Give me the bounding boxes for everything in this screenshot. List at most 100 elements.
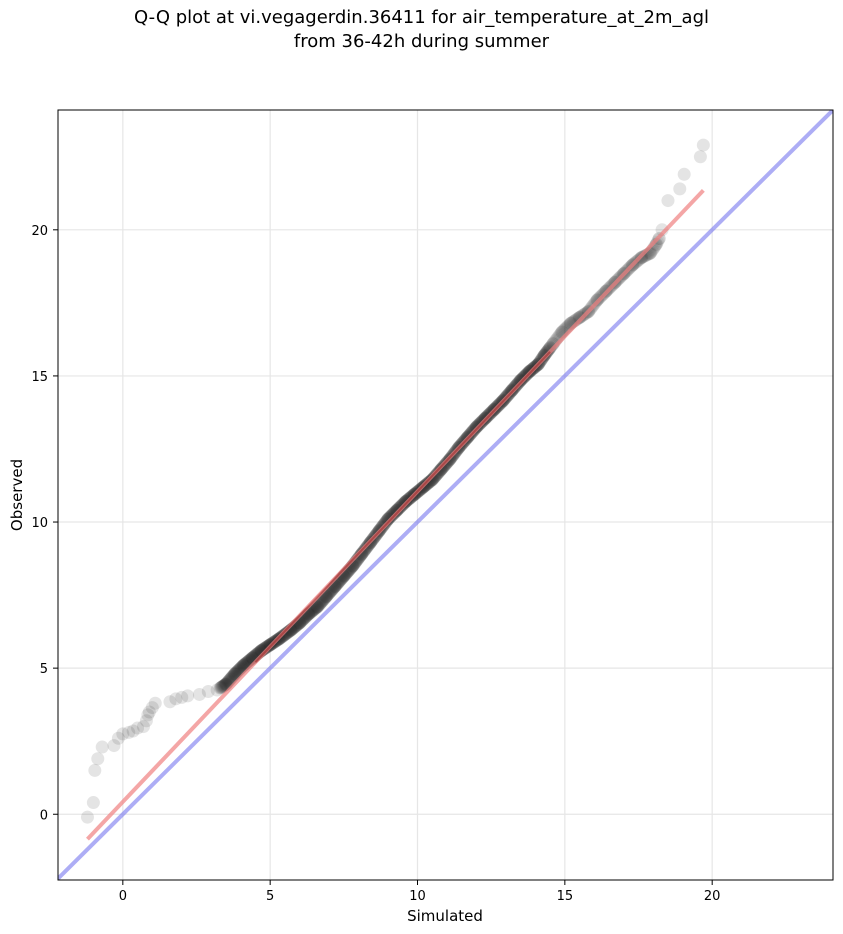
qq-point (426, 472, 440, 486)
qq-point (430, 467, 444, 481)
qq-point (258, 641, 272, 655)
qq-point (136, 720, 150, 734)
qq-point (217, 678, 231, 692)
qq-point (427, 470, 441, 484)
qq-point (540, 344, 554, 358)
qq-point (201, 685, 215, 699)
qq-point (215, 680, 229, 694)
qq-point (260, 640, 274, 654)
x-tick-label: 5 (266, 889, 274, 904)
qq-point (428, 469, 442, 483)
qq-point (310, 600, 324, 614)
chart-subtitle: from 36-42h during summer (293, 31, 550, 52)
qq-point (233, 662, 247, 676)
qq-point (356, 546, 370, 560)
qq-point (107, 739, 121, 753)
qq-point (431, 466, 445, 480)
qq-point (572, 311, 586, 325)
qq-point (311, 599, 325, 613)
qq-point (214, 681, 228, 695)
qq-point (696, 138, 710, 152)
qq-point (650, 235, 664, 249)
qq-point (573, 310, 587, 324)
qq-point (381, 513, 395, 527)
qq-point (540, 345, 554, 359)
qq-point (312, 598, 326, 612)
y-tick-label: 0 (40, 808, 48, 823)
x-tick-label: 20 (704, 889, 721, 904)
qq-point (230, 665, 244, 679)
qq-point (357, 544, 371, 558)
qq-point (216, 679, 230, 693)
data-layer (58, 110, 833, 880)
qq-point (214, 680, 228, 694)
qq-point (677, 167, 691, 181)
qq-point (175, 690, 189, 704)
qq-point (423, 474, 437, 488)
qq-point (429, 468, 443, 482)
qq-point (163, 695, 177, 709)
qq-point (91, 752, 105, 766)
qq-point (141, 708, 155, 722)
qq-point (216, 679, 230, 693)
qq-point (145, 701, 159, 715)
qq-point (427, 471, 441, 485)
qq-point (382, 512, 396, 526)
qq-point (310, 600, 324, 614)
qq-point (225, 670, 239, 684)
plot-frame (57, 109, 834, 881)
qq-point (539, 346, 553, 360)
qq-point (95, 740, 109, 754)
qq-point (228, 667, 242, 681)
qq-point (231, 663, 245, 677)
y-tick-label: 5 (40, 662, 48, 677)
qq-point (356, 545, 370, 559)
qq-point (382, 511, 396, 525)
qq-point (309, 601, 323, 615)
qq-point (428, 470, 442, 484)
chart-title: Q-Q plot at vi.vegagerdin.36411 for air_… (134, 7, 709, 28)
qq-point (226, 669, 240, 683)
qq-point (215, 680, 229, 694)
y-tick-label: 15 (31, 370, 48, 385)
qq-point (385, 508, 399, 522)
qq-point (312, 598, 326, 612)
qq-point (232, 663, 246, 677)
qq-point (229, 666, 243, 680)
qq-point (310, 600, 324, 614)
qq-point (214, 680, 228, 694)
qq-point (227, 668, 241, 682)
identity-line (58, 110, 833, 880)
qq-point (311, 599, 325, 613)
qq-point (169, 692, 183, 706)
qq-point (192, 687, 206, 701)
fit-line-core (254, 351, 551, 663)
qq-point (126, 724, 140, 738)
qq-point (430, 467, 444, 481)
qq-point (385, 508, 399, 522)
qq-point (226, 669, 240, 683)
fit-line (86, 188, 705, 841)
qq-point (429, 468, 443, 482)
grid (58, 110, 833, 880)
qq-point (131, 721, 145, 735)
qq-point (225, 670, 239, 684)
chart-title-block: Q-Q plot at vi.vegagerdin.36411 for air_… (0, 6, 843, 54)
qq-point (380, 513, 394, 527)
qq-point (229, 666, 243, 680)
qq-point (381, 512, 395, 526)
qq-point (384, 509, 398, 523)
qq-point (637, 249, 651, 263)
qq-point (259, 641, 273, 655)
qq-point (86, 796, 100, 810)
qq-point (383, 511, 397, 525)
qq-point (355, 547, 369, 561)
qq-point (230, 665, 244, 679)
qq-point (259, 640, 273, 654)
qq-point (181, 689, 195, 703)
qq-point (424, 474, 438, 488)
qq-point (277, 628, 291, 642)
qq-point (423, 475, 437, 489)
qq-point (426, 472, 440, 486)
